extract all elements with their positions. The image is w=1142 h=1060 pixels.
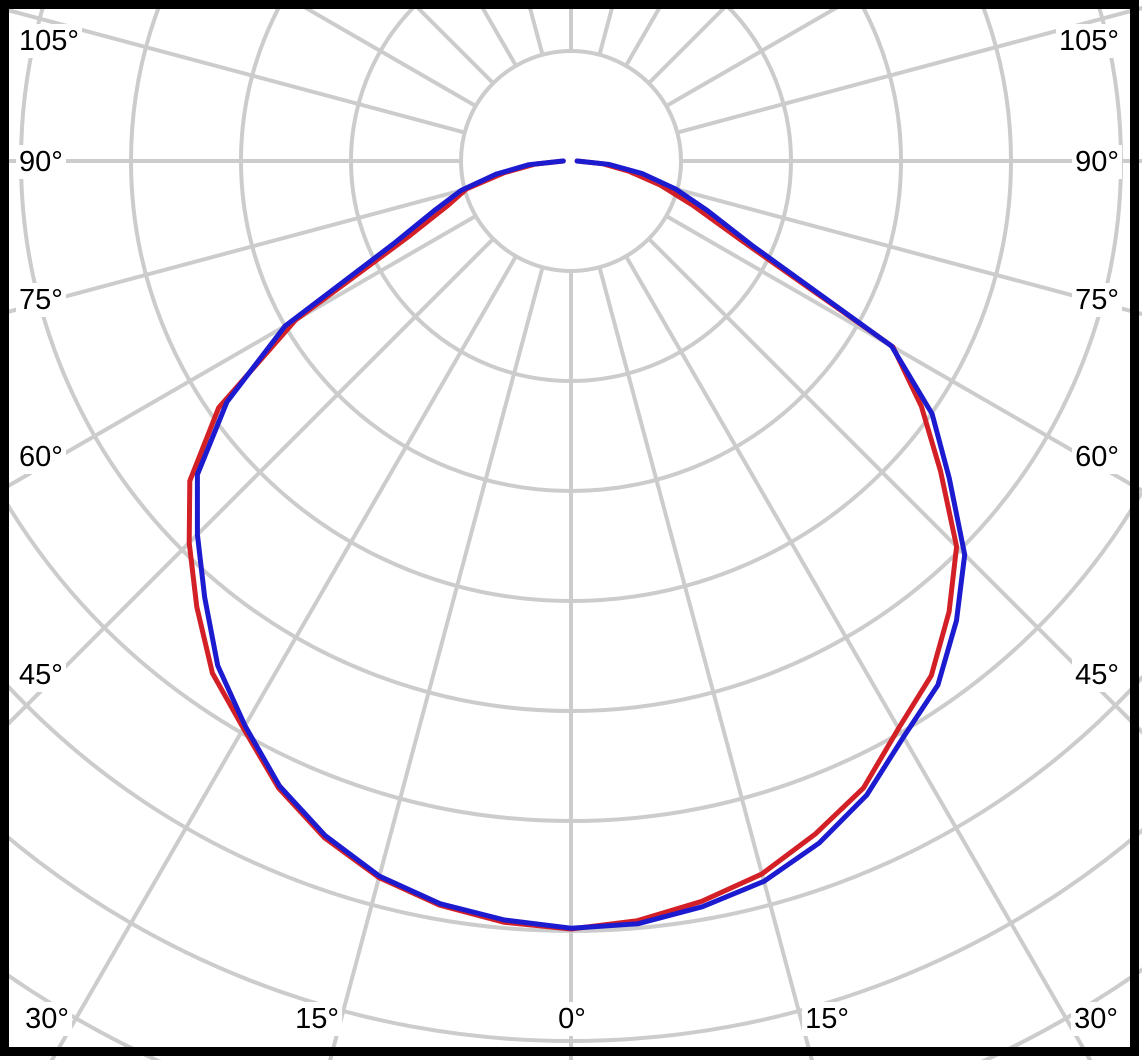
angle-label-left-60: 60° — [16, 440, 66, 474]
grid-spoke — [676, 187, 1142, 317]
grid-spoke — [0, 237, 495, 735]
angle-label-bottom-15-right: 15° — [802, 1002, 852, 1036]
angle-label-right-105: 105° — [1056, 24, 1122, 58]
grid-ring — [459, 49, 683, 273]
grid-spoke — [597, 266, 814, 1060]
angle-label-bottom-30-left: 30° — [22, 1002, 72, 1036]
grid-spoke — [624, 255, 1093, 1060]
grid-spoke — [676, 5, 1142, 135]
angle-label-right-45: 45° — [1072, 658, 1122, 692]
angle-label-right-75: 75° — [1072, 283, 1122, 317]
grid-spoke — [288, 0, 477, 108]
grid-spoke — [0, 5, 466, 135]
grid-spoke — [597, 0, 617, 56]
grid-spoke — [665, 214, 1142, 493]
angle-label-bottom-15-left: 15° — [292, 1002, 342, 1036]
angle-label-bottom-0: 0° — [555, 1002, 589, 1036]
angle-label-right-90: 90° — [1072, 145, 1122, 179]
grid-spoke — [0, 187, 466, 317]
grid-spoke — [49, 255, 518, 1060]
angle-label-left-90: 90° — [16, 145, 66, 179]
series-blue-curve — [194, 158, 968, 931]
angle-label-left-45: 45° — [16, 658, 66, 692]
grid-spoke — [647, 237, 1142, 735]
grid-spoke — [665, 0, 854, 108]
grid-spoke — [328, 266, 545, 1060]
angle-label-left-75: 75° — [16, 283, 66, 317]
angle-label-bottom-30-right: 30° — [1071, 1002, 1121, 1036]
angle-label-left-105: 105° — [16, 24, 82, 58]
grid-spoke — [525, 0, 545, 56]
angle-label-right-60: 60° — [1072, 440, 1122, 474]
